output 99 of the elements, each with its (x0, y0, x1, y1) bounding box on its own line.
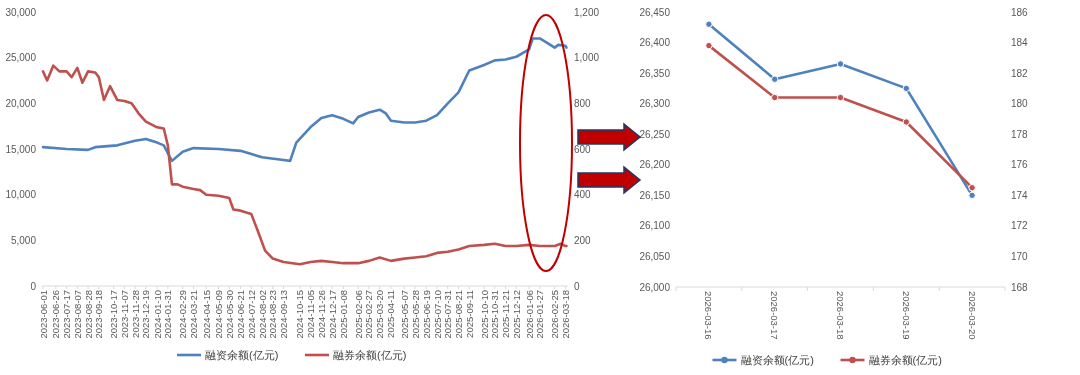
x-tick-label: 2023-08-07 (71, 290, 83, 339)
x-tick-label: 2025-05-28 (409, 290, 421, 339)
y-tick-label: 26,150 (639, 189, 671, 201)
x-tick-label: 2023-07-17 (61, 290, 73, 339)
point (836, 93, 845, 102)
y2-tick-label: 400 (574, 189, 592, 201)
x-tick-label: 2025-07-10 (431, 290, 443, 339)
x-tick-label: 2026-01-06 (523, 290, 535, 339)
x-tick-label: 2026-03-18 (835, 291, 846, 340)
x-tick-label: 2024-05-09 (213, 290, 225, 339)
y2-tick-label: 186 (1011, 6, 1029, 18)
x-tick-label: 2025-02-06 (352, 290, 364, 339)
x-tick-label: 2026-03-20 (966, 291, 978, 340)
x-tick-label: 2024-02-29 (177, 290, 189, 339)
point (968, 183, 976, 192)
x-tick-label: 2025-09-11 (463, 290, 475, 338)
y-tick-label: 25,000 (5, 52, 37, 64)
y-tick-label: 0 (30, 280, 37, 292)
y2-tick-label: 178 (1011, 128, 1029, 140)
x-tick-label: 2024-05-30 (223, 290, 235, 339)
point (902, 84, 910, 93)
x-tick-label: 2026-03-19 (900, 291, 912, 340)
x-tick-label: 2023-08-28 (82, 290, 94, 339)
x-tick-label: 2025-10-31 (489, 290, 501, 339)
y2-tick-label: 800 (574, 97, 592, 109)
y-tick-label: 26,450 (639, 6, 671, 18)
legend-label: 融资余额(亿元) (740, 354, 814, 366)
y2-tick-label: 172 (1011, 220, 1029, 232)
x-tick-label: 2025-03-20 (374, 290, 386, 339)
legend-label: 融券余额(亿元) (333, 349, 407, 361)
x-tick-label: 2026-03-17 (769, 291, 781, 340)
x-tick-label: 2026-01-27 (534, 290, 546, 339)
y2-tick-label: 168 (1011, 281, 1029, 293)
y2-tick-label: 600 (574, 143, 592, 155)
point (968, 191, 976, 200)
x-tick-label: 2025-05-07 (398, 290, 410, 339)
x-tick-label: 2025-06-19 (420, 290, 432, 339)
x-tick-label: 2025-10-10 (478, 290, 490, 339)
x-tick-label: 2024-06-21 (235, 290, 247, 339)
point (705, 20, 713, 28)
x-tick-label: 2023-12-19 (140, 290, 152, 339)
x-tick-label: 2023-11-28 (129, 290, 141, 338)
x-tick-label: 2024-08-23 (267, 290, 279, 339)
y2-tick-label: 180 (1011, 98, 1029, 110)
x-tick-label: 2024-08-02 (256, 290, 268, 339)
x-tick-label: 2026-03-18 (559, 290, 571, 339)
x-tick-label: 2024-10-15 (294, 290, 306, 339)
x-tick-label: 2025-02-27 (363, 290, 375, 339)
x-tick-label: 2025-07-31 (442, 290, 454, 339)
x-tick-label: 2023-10-17 (108, 290, 120, 339)
x-tick-label: 2025-01-08 (337, 290, 349, 339)
y-tick-label: 26,400 (639, 37, 671, 49)
y-tick-label: 30,000 (5, 6, 37, 18)
y2-tick-label: 174 (1011, 189, 1029, 201)
y-tick-label: 26,200 (639, 159, 671, 171)
x-tick-label: 2025-12-12 (510, 290, 522, 339)
x-tick-label: 2025-08-21 (453, 290, 464, 339)
y-tick-label: 26,000 (639, 281, 671, 293)
x-tick-label: 2024-12-17 (326, 290, 338, 339)
x-tick-label: 2024-01-31 (162, 290, 174, 339)
y-tick-label: 26,050 (639, 250, 671, 262)
x-tick-label: 2024-01-10 (151, 290, 163, 339)
point (771, 75, 779, 83)
point (705, 41, 713, 50)
y2-tick-label: 200 (574, 234, 592, 246)
x-tick-label: 2024-07-12 (245, 290, 257, 339)
y2-tick-label: 182 (1011, 67, 1029, 79)
x-tick-label: 2023-11-07 (118, 290, 130, 338)
y-tick-label: 15,000 (5, 143, 37, 155)
x-tick-label: 2023-06-26 (50, 290, 62, 339)
legend-label: 融资余额(亿元) (205, 349, 279, 361)
x-tick-label: 2024-04-15 (200, 290, 212, 339)
x-tick-label: 2025-11-21 (500, 290, 512, 338)
x-tick-label: 2024-09-13 (278, 290, 290, 339)
x-tick-label: 2023-09-18 (93, 290, 105, 339)
y-tick-label: 26,350 (639, 67, 671, 79)
y-tick-label: 20,000 (5, 97, 37, 109)
y2-tick-label: 170 (1011, 250, 1029, 262)
point (836, 60, 845, 68)
y2-tick-label: 0 (574, 280, 580, 292)
x-tick-label: 2024-03-21 (187, 290, 199, 339)
x-tick-label: 2024-11-26 (315, 290, 327, 338)
legend-label: 融券余额(亿元) (868, 354, 942, 366)
y2-tick-label: 176 (1011, 159, 1029, 171)
x-tick-label: 2024-11-05 (305, 290, 317, 338)
y2-tick-label: 1,200 (574, 6, 600, 18)
y-tick-label: 26,300 (639, 98, 671, 110)
x-tick-label: 2026-02-25 (549, 290, 561, 339)
y-tick-label: 10,000 (5, 189, 37, 201)
y-tick-label: 5,000 (10, 234, 37, 246)
y-tick-label: 26,100 (639, 220, 671, 232)
y-tick-label: 26,250 (639, 128, 671, 140)
x-tick-label: 2023-06-01 (37, 290, 49, 339)
y2-tick-label: 184 (1011, 37, 1029, 49)
y2-tick-label: 1,000 (574, 52, 600, 64)
point (771, 93, 779, 102)
x-tick-label: 2025-04-11 (385, 290, 397, 338)
point (902, 118, 910, 126)
x-tick-label: 2026-03-16 (703, 291, 715, 340)
